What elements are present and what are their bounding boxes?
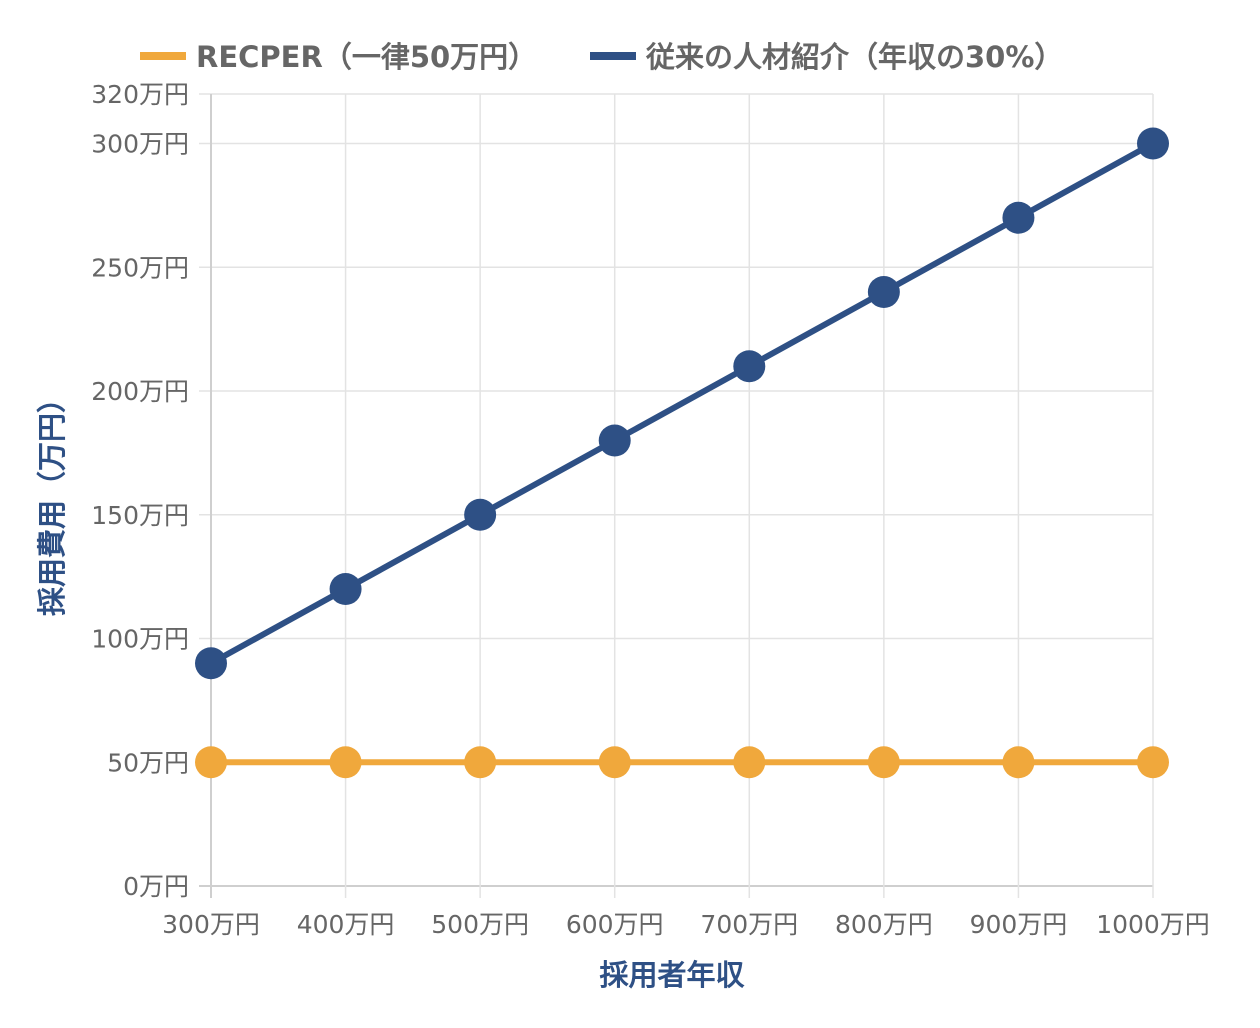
data-point[interactable] [1002, 201, 1035, 234]
y-tick-label: 150万円 [91, 501, 189, 530]
data-point[interactable] [867, 276, 900, 308]
data-point[interactable] [464, 746, 497, 779]
y-tick-label: 100万円 [91, 625, 189, 654]
legend-swatch [590, 52, 636, 60]
y-tick-label: 250万円 [91, 253, 189, 282]
legend-label: RECPER（一律50万円） [196, 40, 537, 74]
data-point[interactable] [195, 647, 227, 680]
x-tick-label: 400万円 [297, 910, 395, 939]
x-tick-label: 500万円 [431, 910, 529, 939]
x-tick-label: 900万円 [970, 910, 1068, 939]
data-point[interactable] [464, 498, 497, 531]
data-point[interactable] [733, 350, 766, 383]
legend-swatch [140, 52, 186, 60]
x-tick-label: 700万円 [700, 910, 798, 939]
data-point[interactable] [1137, 746, 1169, 779]
y-tick-label: 200万円 [91, 377, 189, 406]
data-point[interactable] [1137, 127, 1169, 160]
series-1 [195, 127, 1169, 680]
legend: RECPER（一律50万円） 従来の人材紹介（年収の30%） [140, 40, 1063, 74]
data-point[interactable] [867, 746, 900, 779]
x-tick-label: 1000万円 [1096, 910, 1210, 939]
x-tick-label: 600万円 [566, 910, 664, 939]
y-tick-label: 320万円 [91, 80, 189, 109]
y-axis-title: 採用費用（万円） [35, 384, 69, 616]
series-0 [195, 746, 1169, 779]
data-point[interactable] [1002, 746, 1035, 779]
series [195, 127, 1169, 779]
y-tick-label: 300万円 [91, 130, 189, 159]
data-point[interactable] [598, 746, 631, 779]
legend-label: 従来の人材紹介（年収の30%） [645, 40, 1063, 74]
data-point[interactable] [598, 424, 631, 457]
data-point[interactable] [195, 746, 227, 779]
y-tick-label: 50万円 [107, 748, 189, 777]
x-tick-label: 300万円 [162, 910, 260, 939]
series-line [209, 140, 1155, 666]
legend-item-0[interactable]: RECPER（一律50万円） [140, 40, 537, 74]
x-axis-title: 採用者年収 [599, 958, 745, 992]
data-point[interactable] [329, 746, 362, 779]
data-point[interactable] [329, 573, 362, 605]
data-point[interactable] [733, 746, 766, 779]
y-tick-label: 0万円 [123, 872, 189, 901]
legend-item-1[interactable]: 従来の人材紹介（年収の30%） [590, 40, 1063, 74]
axes: 0万円 50万円 100万円 150万円 200万円 250万円 300万円 320万円 300… [91, 80, 1210, 939]
x-tick-label: 800万円 [835, 910, 933, 939]
